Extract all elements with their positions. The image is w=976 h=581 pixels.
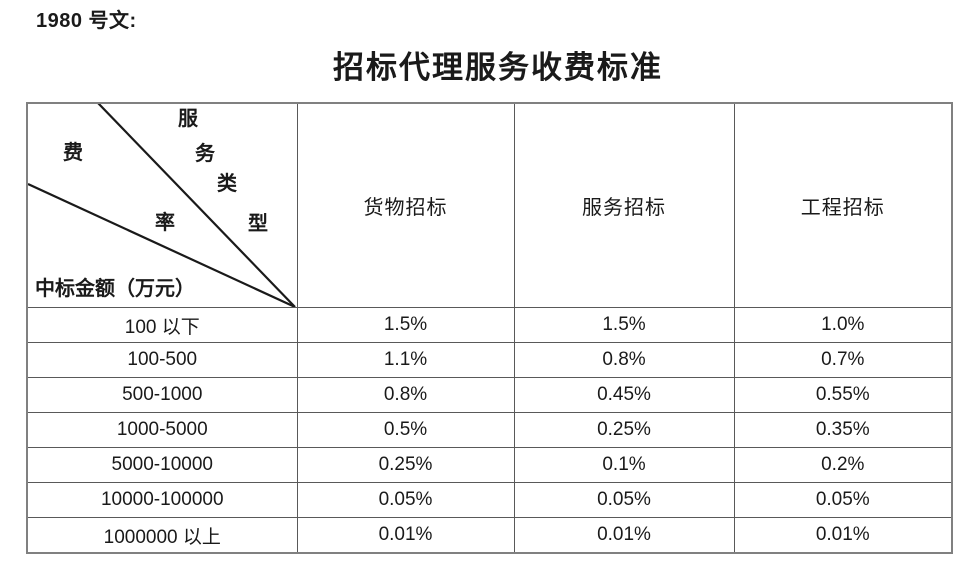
rate-cell: 0.05% [733,482,953,518]
rate-cell: 0.05% [296,482,515,518]
rate-cell: 0.25% [513,412,735,448]
rate-cell: 0.55% [733,377,953,413]
row-amount-range: 1000000 以上 [26,517,298,554]
page-title: 招标代理服务收费标准 [333,50,663,85]
table-row: 500-1000 0.8% 0.45% 0.55% [26,377,953,413]
table-row: 1000000 以上 0.01% 0.01% 0.01% [26,517,953,554]
rate-cell: 0.1% [513,447,735,483]
rate-cell: 0.01% [513,517,735,554]
rate-cell: 0.5% [296,412,515,448]
rate-cell: 0.35% [733,412,953,448]
rate-cell: 0.45% [513,377,735,413]
doc-ref-label: 1980 号文: [36,10,137,32]
corner-type-char: 服 [178,108,198,130]
table-row: 1000-5000 0.5% 0.25% 0.35% [26,412,953,448]
rate-cell: 1.1% [296,342,515,378]
rate-cell: 0.2% [733,447,953,483]
rate-cell: 0.25% [296,447,515,483]
table-row: 5000-10000 0.25% 0.1% 0.2% [26,447,953,483]
corner-amount-label: 中标金额（万元） [35,278,195,300]
corner-type-char: 型 [248,213,268,235]
table-corner-cell: 费 服 务 类 率 型 中标金额（万元） [26,102,298,308]
column-header-service: 服务招标 [513,102,735,308]
row-amount-range: 5000-10000 [26,447,298,483]
rate-cell: 1.0% [733,307,953,343]
fee-standard-table: 费 服 务 类 率 型 中标金额（万元） 货物招标 服务招标 工程招标 100 … [26,102,953,554]
corner-type-char: 类 [217,173,237,195]
table-row: 100-500 1.1% 0.8% 0.7% [26,342,953,378]
corner-rate-char: 率 [155,212,175,234]
row-amount-range: 1000-5000 [26,412,298,448]
column-header-goods: 货物招标 [296,102,515,308]
rate-cell: 1.5% [296,307,515,343]
row-amount-range: 10000-100000 [26,482,298,518]
diagonal-lines [28,104,296,307]
table-row: 100 以下 1.5% 1.5% 1.0% [26,307,953,343]
rate-cell: 0.05% [513,482,735,518]
row-amount-range: 100-500 [26,342,298,378]
corner-fee-char: 费 [63,142,83,164]
row-amount-range: 100 以下 [26,307,298,343]
rate-cell: 0.8% [296,377,515,413]
rate-cell: 0.8% [513,342,735,378]
table-row: 10000-100000 0.05% 0.05% 0.05% [26,482,953,518]
row-amount-range: 500-1000 [26,377,298,413]
rate-cell: 1.5% [513,307,735,343]
table-header-row: 费 服 务 类 率 型 中标金额（万元） 货物招标 服务招标 工程招标 [26,102,953,308]
corner-wrap: 费 服 务 类 率 型 中标金额（万元） [28,104,296,307]
rate-cell: 0.7% [733,342,953,378]
rate-cell: 0.01% [733,517,953,554]
column-header-engineering: 工程招标 [733,102,953,308]
rate-cell: 0.01% [296,517,515,554]
corner-type-char: 务 [195,143,215,165]
